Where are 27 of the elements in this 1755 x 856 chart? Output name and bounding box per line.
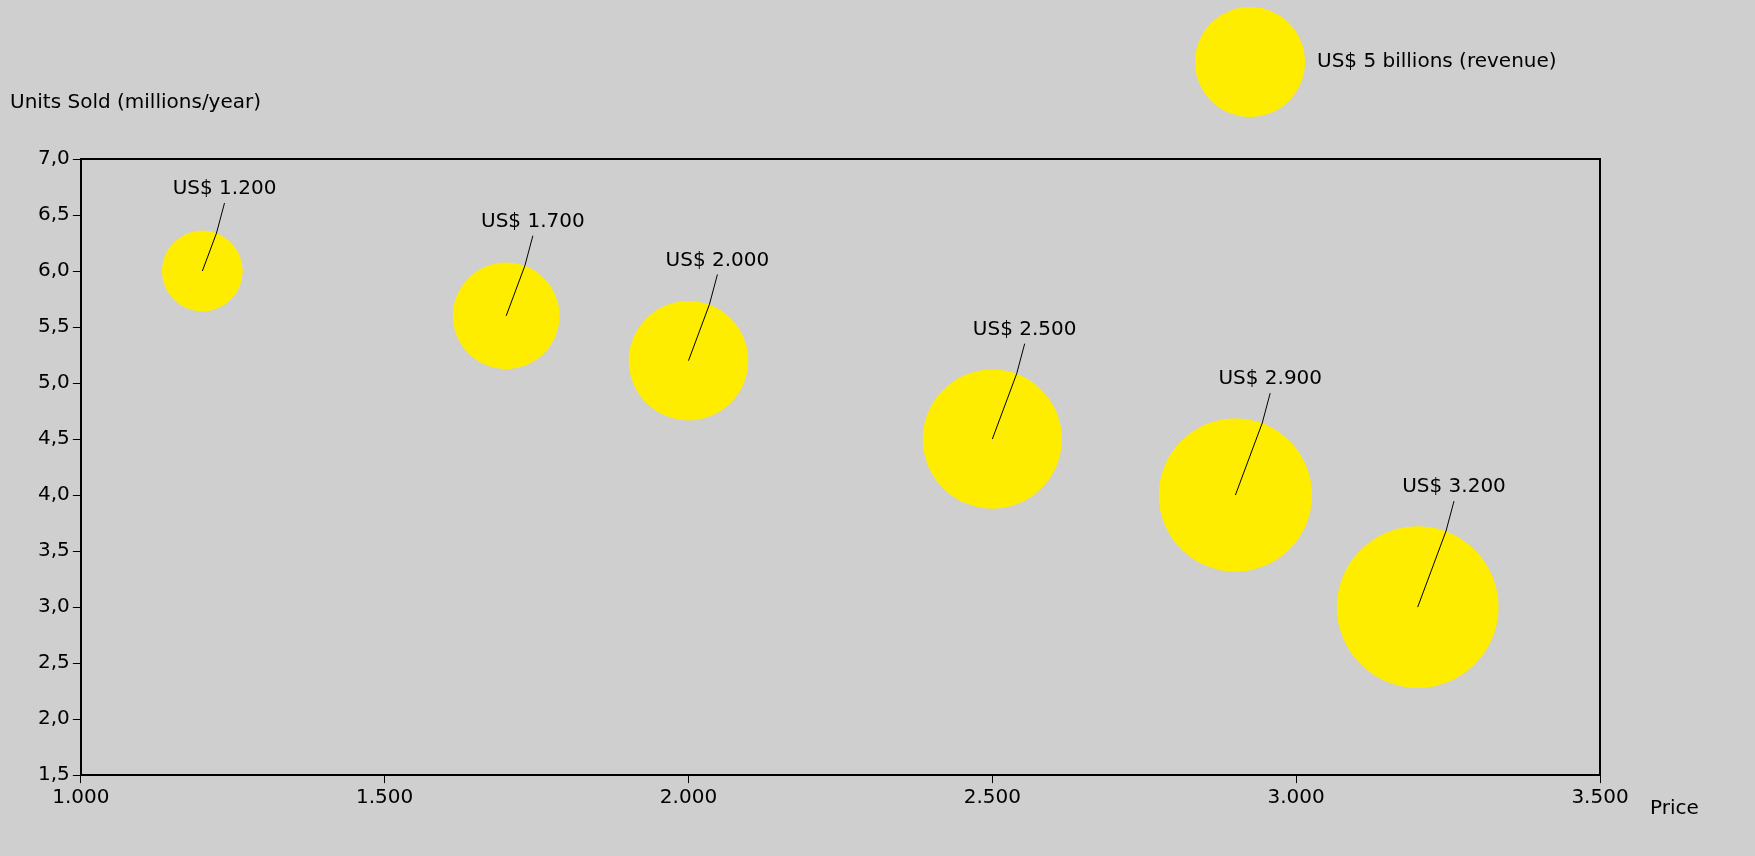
y-tick-label: 6,5 [38,201,70,226]
legend-label: US$ 5 billions (revenue) [1317,48,1557,73]
y-tick-label: 3,5 [38,537,70,562]
y-tick-label: 2,5 [38,649,70,674]
y-tick-label: 3,0 [38,593,70,618]
x-tick-label: 3.500 [1571,784,1629,809]
annotation: US$ 1.700 [481,207,585,232]
y-tick-label: 4,0 [38,481,70,506]
annotation: US$ 2.500 [972,315,1077,340]
x-tick-label: 2.000 [659,784,718,809]
annotation: US$ 2.000 [665,246,770,271]
y-tick-label: 7,0 [38,145,70,170]
y-tick-label: 5,0 [38,369,70,394]
y-axis-title: Units Sold (millions/year) [10,89,262,114]
y-tick-label: 6,0 [38,257,70,282]
annotation: US$ 1.200 [172,175,277,200]
x-tick-label: 3.000 [1267,784,1325,809]
x-tick-label: 2.500 [963,784,1021,809]
y-tick-label: 4,5 [38,425,70,450]
annotation: US$ 2.900 [1218,365,1323,390]
x-tick-label: 1.500 [356,784,414,809]
y-tick-label: 2,0 [38,705,70,730]
y-tick-label: 1,5 [38,761,70,786]
y-tick-label: 5,5 [38,313,70,338]
x-tick-label: 1.000 [52,784,110,809]
x-axis-title: Price [1650,795,1699,820]
annotation: US$ 3.200 [1402,473,1506,498]
